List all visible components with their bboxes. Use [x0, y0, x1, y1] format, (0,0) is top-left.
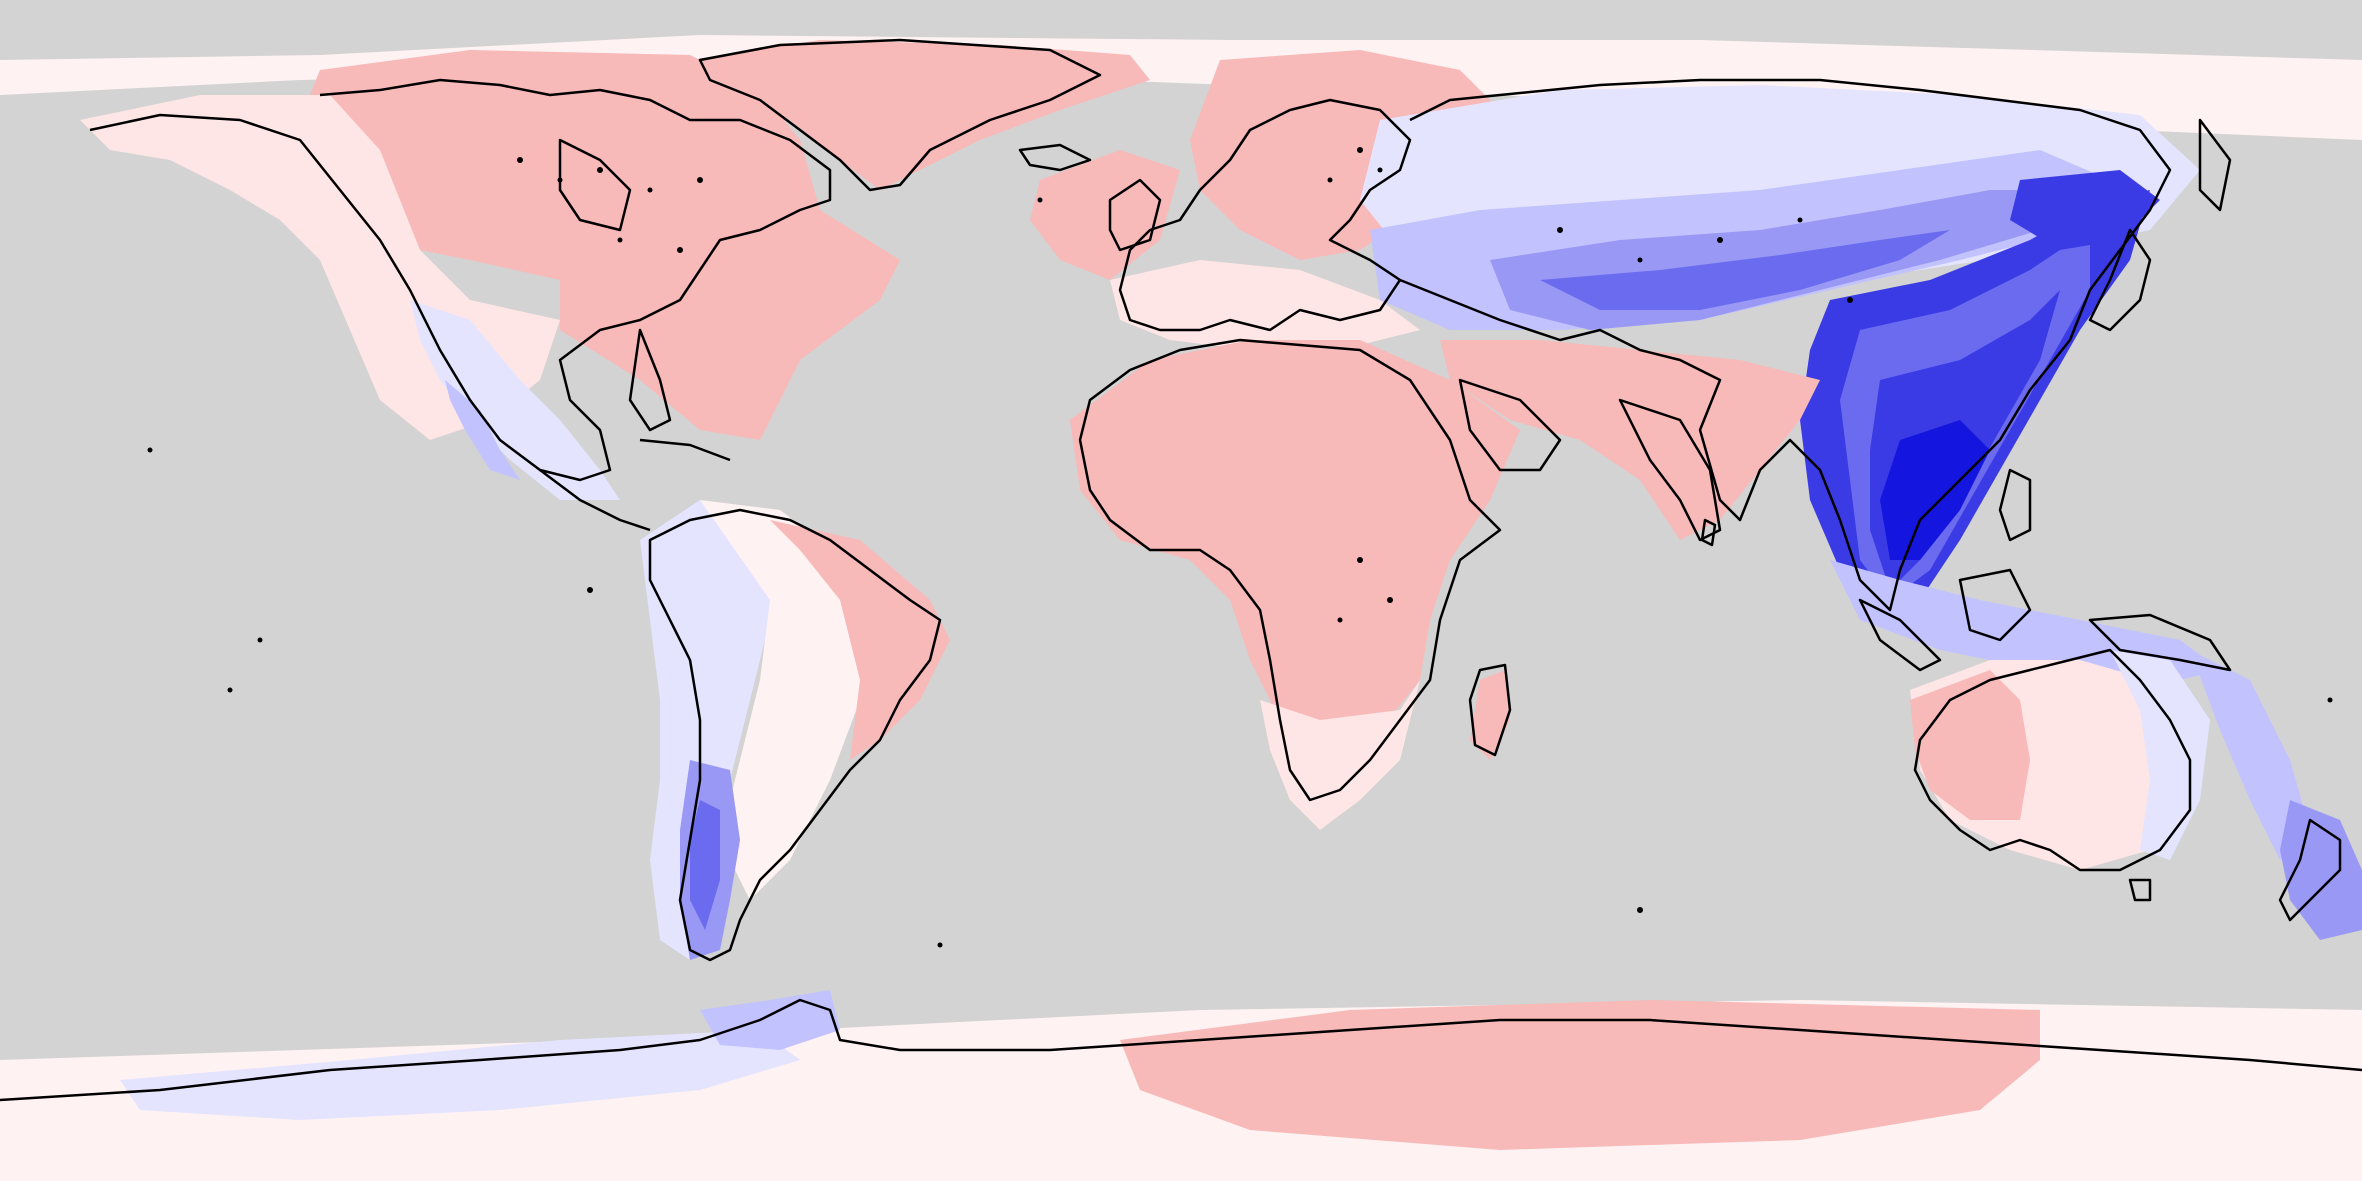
speck: [697, 177, 703, 183]
coastline-asia: [1399, 78, 2172, 612]
speck: [1637, 257, 1643, 263]
speck: [257, 637, 263, 643]
coastline-cuba: [639, 438, 731, 462]
speck: [587, 587, 593, 593]
south-america-mid: [700, 500, 860, 900]
speck: [227, 687, 233, 693]
coastline-tasmania: [2128, 878, 2152, 902]
coastline-philippines: [1998, 468, 2032, 542]
coastline-new-guinea: [2088, 613, 2232, 672]
south-america-east: [770, 520, 950, 760]
speck: [1377, 167, 1383, 173]
coastline-sumatra: [1858, 598, 1942, 672]
coastline-sri-lanka: [1700, 518, 1717, 547]
coastline-india: [1618, 398, 1722, 542]
speck: [1797, 217, 1803, 223]
south-america-west: [640, 500, 780, 960]
southern-africa: [1260, 680, 1420, 830]
speck: [1037, 197, 1043, 203]
south-china-sea: [1880, 420, 1990, 560]
coastline-antarctica: [0, 998, 2362, 1102]
coastline-australia: [1913, 648, 2192, 872]
coastline-new-zealand: [2278, 818, 2342, 922]
western-usa-mexico: [410, 300, 620, 500]
speck: [2327, 697, 2333, 703]
north-america-north: [300, 50, 900, 440]
speck: [1847, 297, 1853, 303]
australia-east: [2110, 650, 2210, 860]
middle-east-india: [1440, 340, 1820, 540]
greenland: [690, 40, 1150, 190]
speck: [1357, 147, 1363, 153]
coastline-europe: [1118, 98, 1412, 332]
coastline-africa: [1078, 338, 1502, 802]
speck: [937, 942, 943, 948]
new-zealand: [2280, 800, 2362, 940]
coastline-greenland: [698, 38, 1102, 192]
speck: [647, 187, 653, 193]
coastline-kamchatka: [2198, 118, 2232, 212]
patagonia-strong: [690, 800, 720, 930]
coastline-florida: [628, 328, 672, 432]
speck: [1717, 237, 1723, 243]
speck: [1337, 617, 1343, 623]
coastline-central-america: [539, 469, 651, 532]
coastlines: [0, 38, 2362, 1102]
coastline-hudson: [558, 138, 632, 232]
speck: [1387, 597, 1393, 603]
coastline-madagascar: [1468, 663, 1512, 757]
australia-west: [1910, 670, 2030, 820]
speck: [1557, 227, 1563, 233]
africa: [1070, 340, 1520, 760]
antarctica-east: [1120, 1000, 2040, 1150]
coastline-south-america: [648, 508, 942, 962]
coastline-arabia: [1458, 378, 1562, 472]
manchuria-blue: [2010, 170, 2160, 250]
speck: [147, 447, 153, 453]
coral-sea: [2190, 650, 2310, 860]
speck: [597, 167, 603, 173]
antarctic-peninsula: [700, 990, 840, 1050]
speck: [557, 177, 563, 183]
coastline-japan: [2088, 228, 2152, 332]
central-asia-band: [1540, 230, 1950, 310]
anomaly-fields: [0, 35, 2362, 1181]
coastline-british-isles: [1108, 178, 1162, 252]
southern-europe: [1110, 260, 1420, 350]
lake-island-specks: [147, 147, 2333, 948]
coastline-borneo: [1958, 568, 2032, 642]
speck: [1637, 907, 1643, 913]
coastline-north-america: [89, 78, 832, 482]
speck: [617, 237, 623, 243]
antarctica-west: [120, 1030, 800, 1120]
mexico-blue: [445, 380, 520, 480]
speck: [517, 157, 523, 163]
speck: [677, 247, 683, 253]
speck: [1327, 177, 1333, 183]
coastline-iceland: [1018, 143, 1092, 172]
speck: [1357, 557, 1363, 563]
